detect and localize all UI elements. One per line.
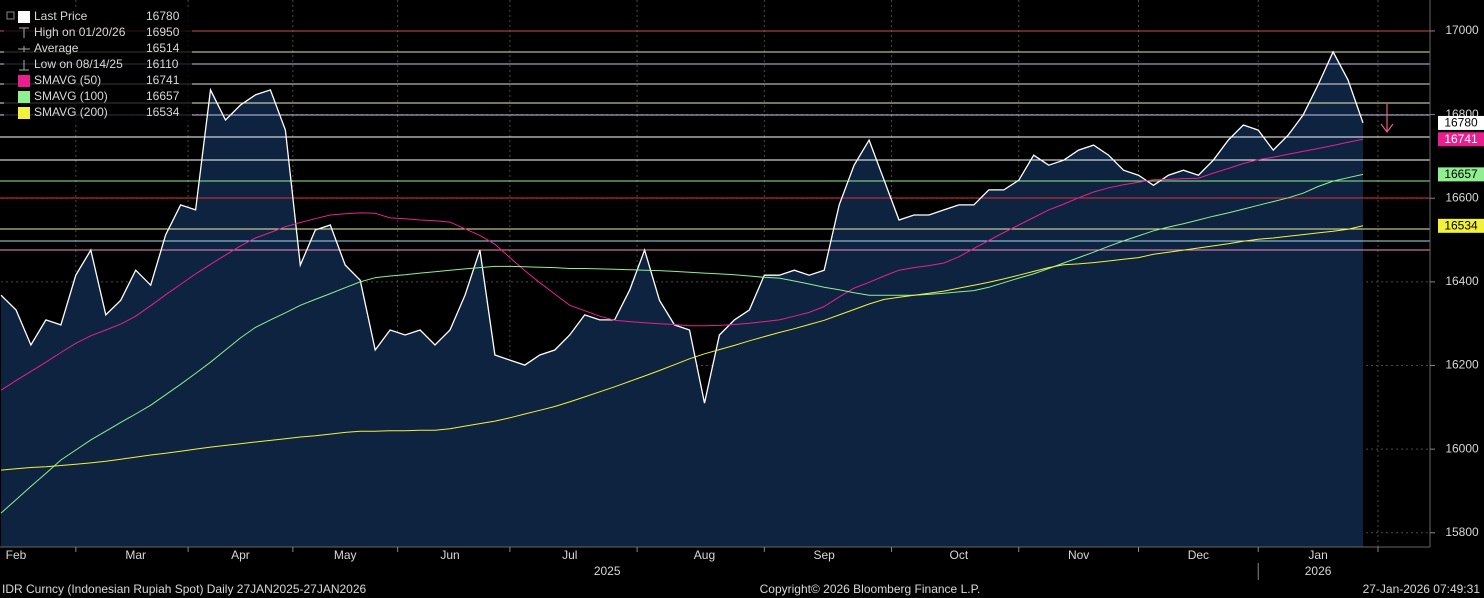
footer-right: 27-Jan-2026 07:49:31: [1363, 582, 1481, 596]
legend-swatch: [18, 91, 30, 103]
x-tick-label: May: [334, 548, 357, 562]
legend-icon: [19, 27, 29, 38]
legend-label: High on 01/20/26: [34, 25, 126, 39]
legend-icon: [19, 60, 29, 71]
legend-label: SMAVG (200): [34, 105, 108, 119]
legend-label: Low on 08/14/25: [34, 57, 123, 71]
y-tick-label: 16000: [1445, 441, 1479, 455]
legend-background: [4, 8, 192, 122]
series-line: [0, 173, 1364, 514]
x-tick-label: Jan: [1308, 548, 1327, 562]
legend-value: 16950: [146, 25, 180, 39]
y-tick-label: 16200: [1445, 358, 1479, 372]
legend-label: Average: [34, 41, 79, 55]
x-tick-label: Aug: [694, 548, 715, 562]
y-tick-label: 16400: [1445, 274, 1479, 288]
value-tag-label: 16534: [1444, 218, 1478, 232]
x-year-label: 2026: [1305, 564, 1332, 578]
series-line: [0, 225, 1364, 471]
line-layer: [0, 50, 1364, 514]
value-tag: [1438, 132, 1484, 147]
x-year-label: 2025: [594, 564, 621, 578]
legend-label: Last Price: [34, 9, 88, 23]
footer-left: IDR Curncy (Indonesian Rupiah Spot) Dail…: [2, 582, 367, 596]
value-tag: [1438, 218, 1484, 233]
x-tick-label: Feb: [6, 548, 27, 562]
y-tick-label: 17000: [1445, 23, 1479, 37]
series-line: [0, 50, 1364, 404]
area-layer: [1, 51, 1363, 548]
legend-swatch: [18, 75, 30, 87]
legend-value: 16534: [146, 105, 180, 119]
legend-value: 16780: [146, 9, 180, 23]
reference-lines: [0, 30, 1430, 251]
y-tick-label: 15800: [1445, 525, 1479, 539]
legend-label: SMAVG (50): [34, 73, 101, 87]
price-area: [1, 51, 1363, 548]
value-tag: [1438, 115, 1484, 130]
legend-collapse: [6, 11, 15, 20]
y-tick-label: 16600: [1445, 190, 1479, 204]
series-line: [0, 138, 1364, 391]
legend-icon: [18, 46, 30, 52]
legend: Last Price 16780 High on 01/20/26 16950 Aver…: [4, 8, 192, 122]
x-tick-label: Nov: [1068, 548, 1089, 562]
x-tick-label: Jun: [440, 548, 459, 562]
x-tick-label: Sep: [814, 548, 836, 562]
legend-swatch: [18, 107, 30, 119]
legend-label: SMAVG (100): [34, 89, 108, 103]
value-tag-label: 16780: [1444, 116, 1478, 130]
value-tag-label: 16741: [1444, 132, 1478, 146]
x-tick-label: Oct: [950, 548, 969, 562]
legend-value: 16741: [146, 73, 180, 87]
legend-value: 16110: [146, 57, 179, 71]
legend-value: 16657: [146, 89, 180, 103]
legend-swatch: [18, 11, 30, 23]
value-tag-label: 16657: [1444, 167, 1478, 181]
value-tag: [1438, 167, 1484, 182]
trend-arrow: [1380, 104, 1394, 133]
footer-center: Copyright© 2026 Bloomberg Finance L.P.: [760, 582, 981, 596]
x-tick-label: Mar: [125, 548, 146, 562]
x-tick-label: Jul: [562, 548, 577, 562]
x-tick-label: Dec: [1188, 548, 1209, 562]
x-tick-label: Apr: [231, 548, 250, 562]
legend-value: 16514: [146, 41, 180, 55]
